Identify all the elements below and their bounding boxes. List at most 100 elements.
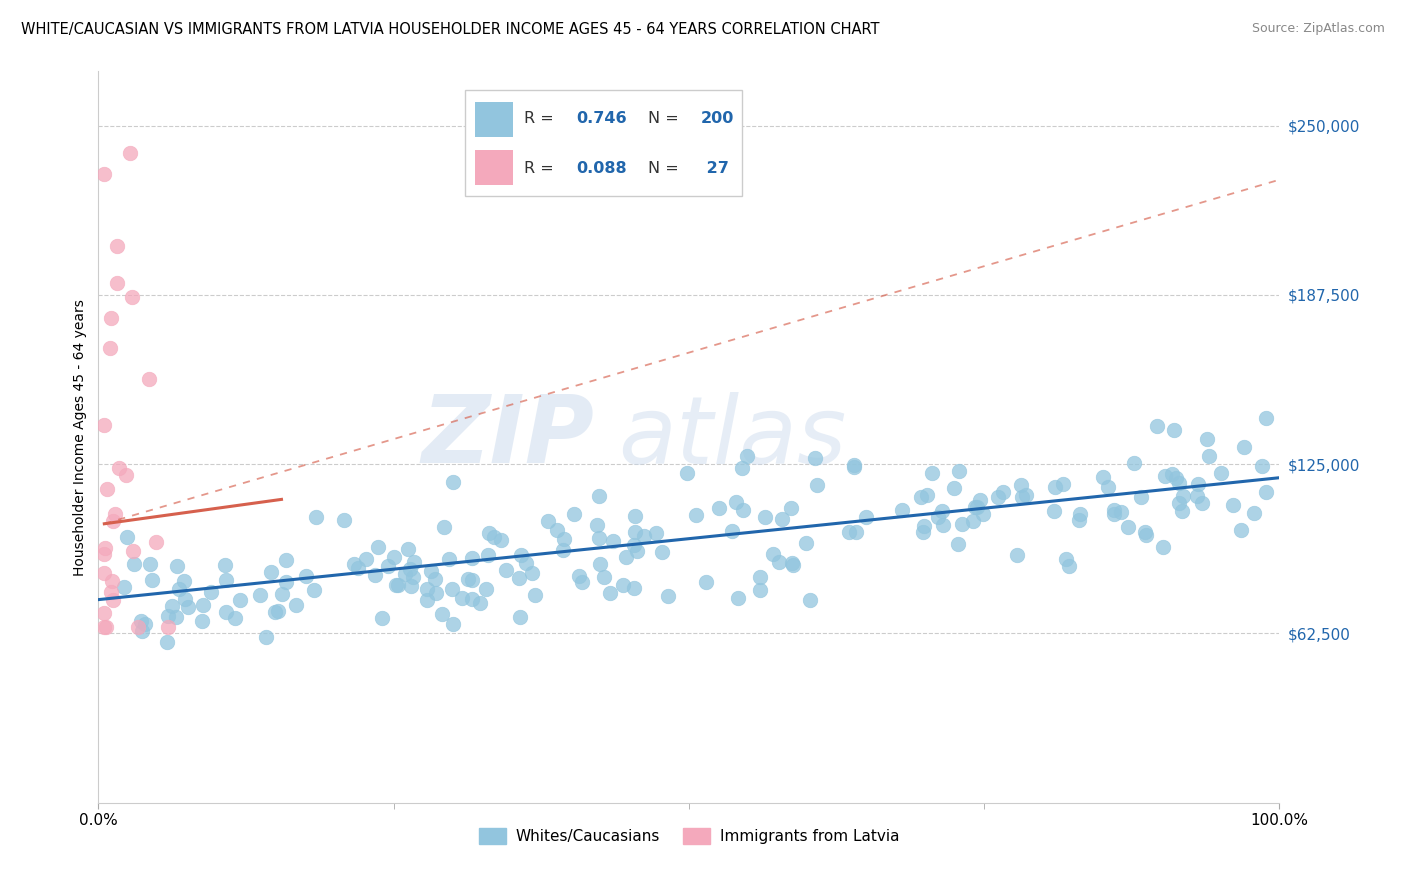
Legend: Whites/Caucasians, Immigrants from Latvia: Whites/Caucasians, Immigrants from Latvi… [472,822,905,850]
Point [415,582,437,596]
Point [96,482,118,496]
Point [224,611,246,625]
Point [612,578,634,592]
Point [346,561,368,575]
Point [838,524,860,539]
Point [562,507,585,521]
Point [441,616,464,631]
Point [461,592,484,607]
Text: 0.746: 0.746 [576,112,627,127]
Point [804,451,827,466]
Point [1130,490,1153,504]
Point [173,574,195,589]
Point [626,544,648,558]
Point [588,531,610,545]
Point [461,573,484,587]
Point [524,588,547,602]
Point [118,145,141,160]
Point [806,477,828,491]
Point [754,510,776,524]
Point [457,572,479,586]
Point [921,466,943,480]
Point [623,581,645,595]
Point [1152,541,1174,555]
Point [1254,410,1277,425]
Point [98,341,121,355]
Point [571,575,593,590]
Point [948,464,970,478]
Text: WHITE/CAUCASIAN VS IMMIGRANTS FROM LATVIA HOUSEHOLDER INCOME AGES 45 - 64 YEARS : WHITE/CAUCASIAN VS IMMIGRANTS FROM LATVI… [21,22,880,37]
Point [343,557,366,571]
Point [1164,470,1187,484]
Point [842,458,865,472]
Point [396,542,419,557]
Point [657,589,679,603]
Point [377,559,399,574]
Point [214,558,236,572]
Point [623,538,645,552]
Point [685,508,707,523]
Point [890,502,912,516]
Point [129,614,152,628]
Point [1187,476,1209,491]
Y-axis label: Householder Income Ages 45 - 64 years: Householder Income Ages 45 - 64 years [73,299,87,575]
Point [489,533,512,547]
Point [402,570,425,584]
Point [725,495,748,509]
Point [1069,508,1091,522]
Point [645,525,668,540]
Point [782,558,804,572]
Point [93,566,115,580]
Point [1015,488,1038,502]
Point [1091,470,1114,484]
Point [441,475,464,489]
Point [214,573,236,587]
Point [1185,490,1208,504]
Point [1102,507,1125,521]
Point [588,489,610,503]
Point [249,588,271,602]
Point [364,568,387,582]
Point [915,488,938,502]
Point [931,504,953,518]
Point [910,490,932,504]
Point [382,549,405,564]
Point [385,578,408,592]
Point [1254,484,1277,499]
Point [509,548,531,562]
Point [477,549,499,563]
Text: ZIP: ZIP [422,391,595,483]
Text: 200: 200 [700,112,734,127]
Point [176,599,198,614]
Point [105,239,128,253]
Point [94,541,117,555]
Point [134,617,156,632]
Point [495,563,517,577]
Point [794,536,817,550]
Point [966,500,988,515]
FancyBboxPatch shape [475,150,513,185]
Point [354,552,377,566]
Text: atlas: atlas [619,392,846,483]
Point [845,525,868,540]
Point [1222,498,1244,512]
Point [780,501,803,516]
Point [276,553,298,567]
Point [404,555,426,569]
Point [1233,440,1256,454]
Point [624,524,647,539]
Point [963,500,986,514]
Point [274,574,297,589]
Point [553,532,575,546]
Point [1168,496,1191,510]
Point [302,582,325,597]
Point [1146,419,1168,434]
Point [509,609,531,624]
Point [367,541,389,555]
Point [100,311,122,326]
Point [468,596,491,610]
Point [927,509,949,524]
Point [911,525,934,540]
Point [991,485,1014,500]
Point [1191,496,1213,510]
